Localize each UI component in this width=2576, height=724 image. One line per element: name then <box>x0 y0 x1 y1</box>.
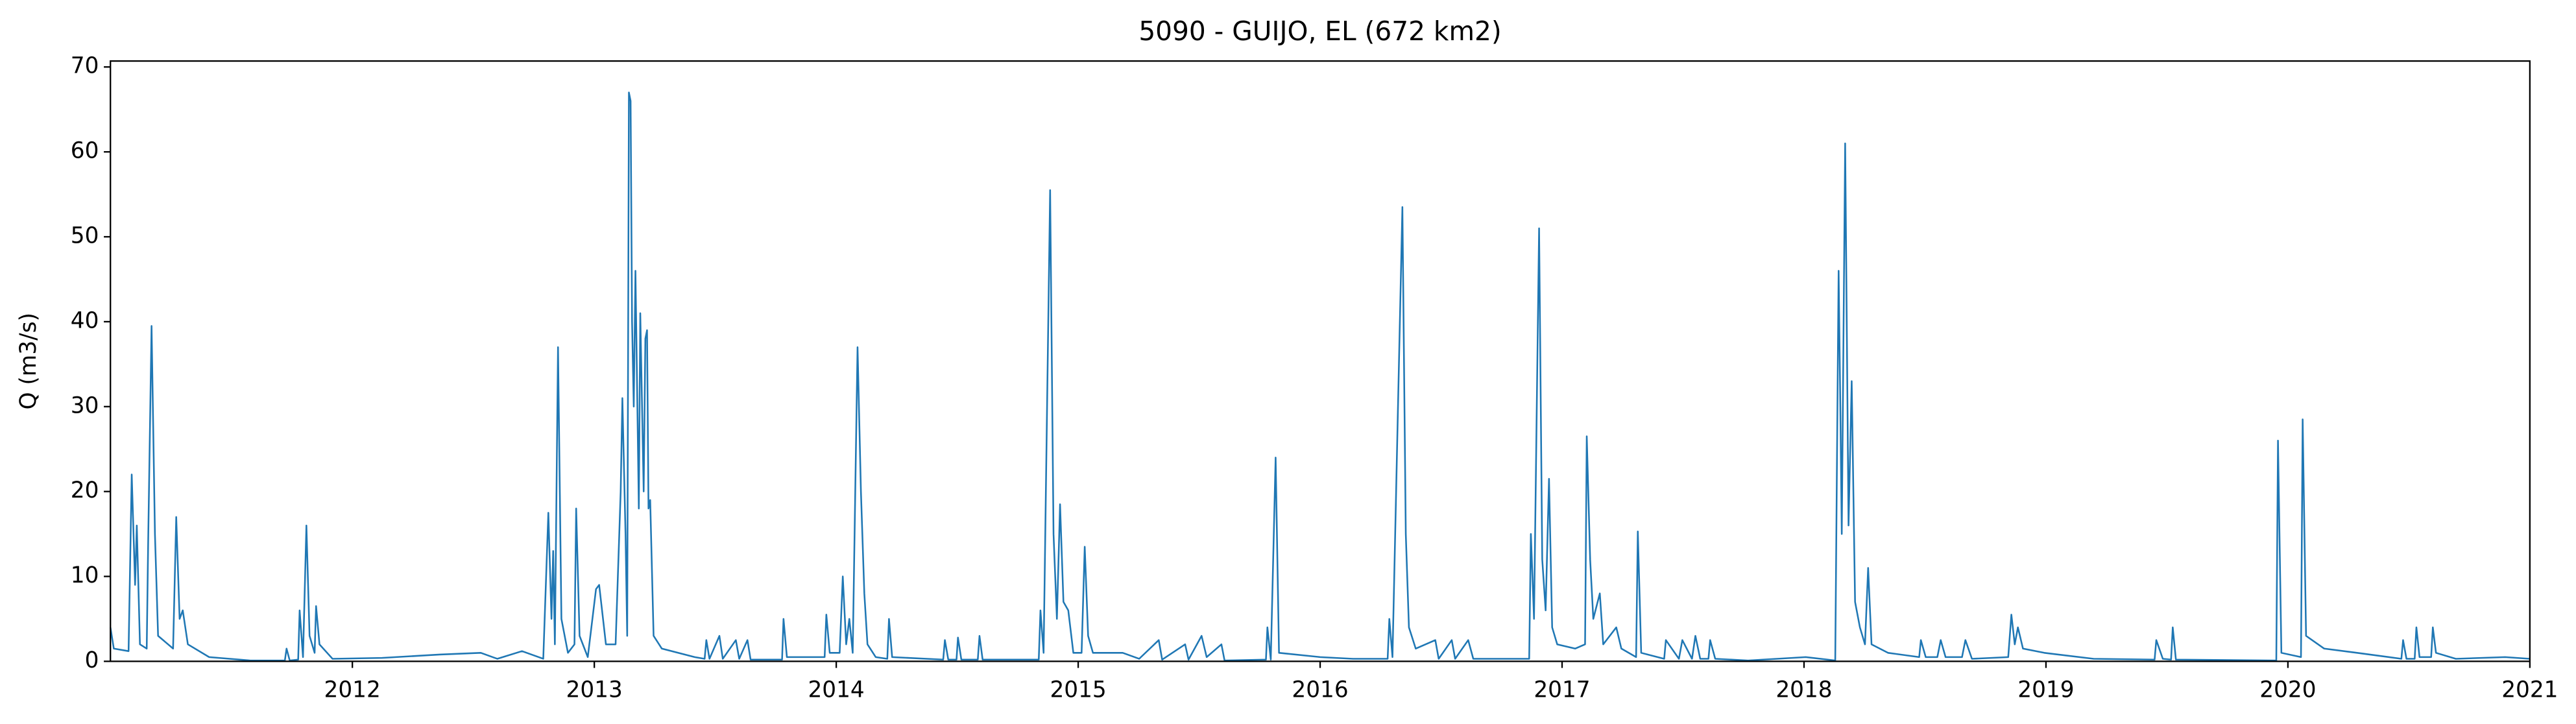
plot-frame <box>110 60 2531 662</box>
chart-title: 5090 - GUIJO, EL (672 km2) <box>1138 16 1501 47</box>
x-tick-label: 2021 <box>2501 677 2558 703</box>
x-tick-label: 2013 <box>566 677 623 703</box>
x-tick-label: 2020 <box>2259 677 2316 703</box>
y-tick-label: 0 <box>85 647 99 673</box>
x-tick-label: 2017 <box>1534 677 1590 703</box>
y-tick-label: 40 <box>71 308 99 333</box>
x-tick-label: 2019 <box>2017 677 2074 703</box>
y-tick-label: 60 <box>71 138 99 164</box>
y-tick-label: 30 <box>71 392 99 418</box>
x-tick-label: 2014 <box>808 677 864 703</box>
series-line <box>109 91 2530 662</box>
y-tick-label: 20 <box>71 477 99 503</box>
y-tick-label: 50 <box>71 223 99 248</box>
x-tick-label: 2018 <box>1776 677 1832 703</box>
x-tick-label: 2015 <box>1050 677 1106 703</box>
y-axis-label: Q (m3/s) <box>16 313 42 409</box>
x-tick-label: 2016 <box>1292 677 1348 703</box>
y-tick-label: 10 <box>71 562 99 588</box>
y-tick-label: 70 <box>71 53 99 79</box>
x-tick-label: 2012 <box>324 677 381 703</box>
